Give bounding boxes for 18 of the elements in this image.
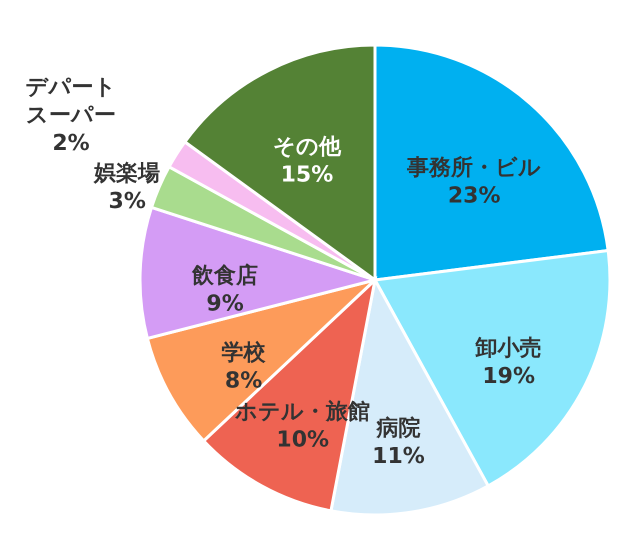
- slice-label: ホテル・旅館: [234, 399, 370, 424]
- data-label: 10%: [276, 427, 330, 452]
- data-label: 3%: [108, 188, 146, 214]
- data-label: 8%: [224, 368, 262, 394]
- slice-label: 飲食店: [191, 262, 258, 288]
- slice-label: 卸小売: [474, 336, 542, 362]
- slice-label: 学校: [222, 340, 267, 366]
- data-label: 15%: [280, 162, 334, 188]
- data-label: 23%: [448, 183, 501, 208]
- data-label: 9%: [206, 291, 244, 316]
- slice-label: 娯楽場: [93, 160, 160, 186]
- data-label: 19%: [482, 364, 535, 390]
- slice-label: 病院: [375, 416, 420, 442]
- slice-label: その他: [272, 134, 342, 160]
- data-label: 11%: [372, 444, 425, 470]
- slice-label: デパートスーパー: [26, 75, 117, 128]
- slice-label: 事務所・ビル: [406, 155, 542, 180]
- data-label: 2%: [52, 131, 90, 156]
